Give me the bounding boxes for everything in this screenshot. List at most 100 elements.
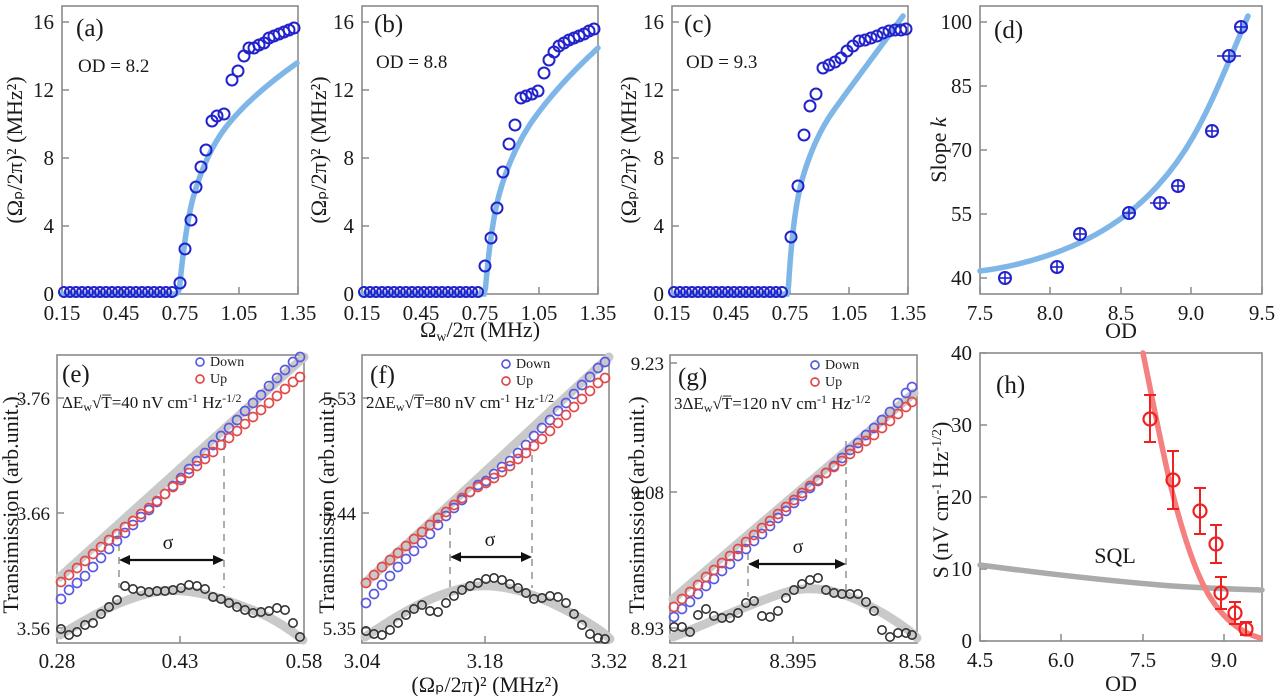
panel-e-legend-up: Up [210, 372, 227, 387]
panel-h-ytick-20: 20 [951, 485, 972, 509]
panel-g-legend-down: Down [825, 358, 859, 373]
panel-f-annotation: 2ΔEw√T̅=80 nV cm-1 Hz-1/2 [366, 391, 554, 414]
panel-g-label: (g) [678, 364, 707, 391]
panel-e-y-ticks [57, 397, 64, 629]
panel-b-ytick-8: 8 [344, 146, 355, 170]
panel-c-data-points [668, 22, 913, 298]
panel-e-annotation: ΔEw√T̅=40 nV cm-1 Hz-1/2 [62, 391, 241, 414]
panel-d-xtick-3: 9.0 [1178, 301, 1204, 325]
panel-e-series-up [55, 371, 306, 588]
panel-c-plot [668, 5, 913, 298]
panel-d-ylabel: Slope k [926, 116, 951, 183]
panel-c-label: (c) [684, 11, 712, 38]
panel-d-xtick-2: 8.5 [1108, 301, 1134, 325]
panel-b-xtick-1: 0.45 [403, 301, 440, 325]
panel-h: (h) SQL 0 10 20 30 40 4.5 6.0 7.5 9.0 S … [928, 335, 1282, 696]
panel-c-xtick-0: 0.15 [654, 301, 691, 325]
panel-b-xtick-3: 1.05 [521, 301, 558, 325]
panel-c-xtick-3: 1.05 [831, 301, 868, 325]
panel-f-xtick-2: 3.32 [591, 649, 628, 673]
panel-a-data-points [58, 21, 301, 298]
panel-h-ytick-30: 30 [951, 413, 972, 437]
panel-e-sigma-label: σ [163, 532, 174, 554]
panel-g-ylabel: Transimission (arb.unit.) [624, 396, 649, 613]
panel-f: Down Up σ (f) 2ΔEw√T̅=80 nV cm-1 Hz-1/2 … [314, 335, 650, 696]
panel-h-xtick-3: 9.0 [1211, 648, 1237, 672]
panel-f-ylabel: Transimission (arb.unit.) [314, 396, 339, 613]
panel-b-ytick-12: 12 [333, 78, 354, 102]
panel-a: (a) OD = 8.2 0 4 8 12 16 0.15 0.45 0.75 … [0, 0, 320, 330]
panel-e-ylabel: Transimission (arb.unit.) [0, 396, 23, 613]
panel-f-sigma-arrow [450, 552, 532, 562]
panel-f-ytick-0: 5.35 [323, 619, 356, 640]
panel-h-ytick-0: 0 [962, 629, 973, 653]
panel-h-sql-curve [977, 562, 1265, 593]
panel-g-y-ticks [670, 362, 677, 629]
panel-e-ytick-1: 3.66 [17, 504, 50, 525]
panel-a-ytick-0: 0 [44, 282, 55, 306]
panel-d-xtick-0: 7.5 [967, 301, 993, 325]
panel-h-xtick-2: 7.5 [1130, 648, 1156, 672]
panel-b-xtick-0: 0.15 [344, 301, 381, 325]
panel-d-ytick-70: 70 [951, 138, 972, 162]
panel-b-label: (b) [374, 11, 403, 38]
panel-b-plot [358, 5, 601, 298]
panel-b-annotation: OD = 8.8 [376, 52, 447, 73]
panel-a-ytick-4: 4 [44, 214, 55, 238]
panel-b-ylabel: (Ωₚ/2π)² (MHz²) [306, 76, 331, 223]
panel-a-xtick-2: 0.75 [162, 301, 199, 325]
panel-h-ytick-40: 40 [951, 341, 972, 365]
panel-f-ytick-2: 5.53 [323, 389, 356, 410]
panel-c-annotation: OD = 9.3 [686, 52, 757, 73]
panel-a-label: (a) [76, 15, 104, 42]
panel-f-legend-down: Down [516, 357, 550, 372]
panel-g-annotation: 3ΔEw√T̅=120 nV cm-1 Hz-1/2 [674, 392, 870, 415]
panel-b-ytick-16: 16 [333, 10, 354, 34]
panel-g-xtick-0: 8.21 [652, 649, 689, 673]
panel-g-xtick-2: 8.58 [899, 649, 936, 673]
panel-b-ytick-0: 0 [344, 282, 355, 306]
panel-h-xlabel: OD [1105, 671, 1137, 696]
panel-d-ytick-40: 40 [951, 266, 972, 290]
panel-e-label: (e) [62, 361, 90, 388]
panel-a-ytick-16: 16 [33, 10, 54, 34]
panel-b-xtick-2: 0.75 [462, 301, 499, 325]
panel-f-series-up [360, 372, 611, 589]
panel-g-sigma-arrow [748, 559, 846, 569]
panel-c-y-ticks [672, 21, 679, 295]
panel-b-data-points [358, 22, 601, 298]
panel-a-plot [58, 5, 301, 298]
panel-d-x-ticks [979, 287, 1263, 294]
panel-a-xtick-3: 1.05 [221, 301, 258, 325]
panel-d-xlabel: OD [1105, 318, 1137, 343]
panel-f-series-difference [360, 573, 610, 644]
panel-a-ytick-12: 12 [33, 78, 54, 102]
panel-e-xtick-0: 0.28 [39, 649, 76, 673]
panel-h-data-points [1142, 411, 1254, 637]
panel-d-xtick-1: 8.0 [1037, 301, 1063, 325]
panel-e-xtick-1: 0.43 [162, 649, 199, 673]
panel-e-ytick-0: 3.56 [17, 619, 50, 640]
panel-d-y-ticks [980, 21, 987, 279]
panel-e-sigma-arrow [119, 555, 224, 565]
panel-c-ylabel: (Ωₚ/2π)² (MHz²) [616, 76, 641, 223]
panel-e-ytick-2: 3.76 [17, 389, 50, 410]
panel-h-xtick-1: 6.0 [1048, 648, 1074, 672]
panel-c-xtick-1: 0.45 [713, 301, 750, 325]
panel-c-ytick-8: 8 [654, 146, 665, 170]
panel-g-series-difference [668, 573, 917, 642]
panel-f-legend-up: Up [516, 374, 533, 389]
panel-g-ytick-2: 9.23 [631, 354, 664, 375]
panel-d-ytick-100: 100 [941, 10, 973, 34]
panel-d-ytick-55: 55 [951, 202, 972, 226]
panel-h-sql-label: SQL [1094, 543, 1136, 568]
panel-a-xtick-0: 0.15 [44, 301, 81, 325]
panel-e-plot: Down Up σ [55, 351, 309, 645]
panel-h-plot [977, 350, 1265, 642]
panel-c: (c) OD = 9.3 0 4 8 12 16 0.15 0.45 0.75 … [616, 0, 950, 330]
panel-g-x-ticks [669, 636, 918, 643]
panel-g-ytick-1: 9.08 [631, 483, 664, 504]
panel-c-ytick-12: 12 [643, 78, 664, 102]
panel-e-xtick-2: 0.58 [286, 649, 323, 673]
panel-e-series-difference [55, 580, 305, 642]
